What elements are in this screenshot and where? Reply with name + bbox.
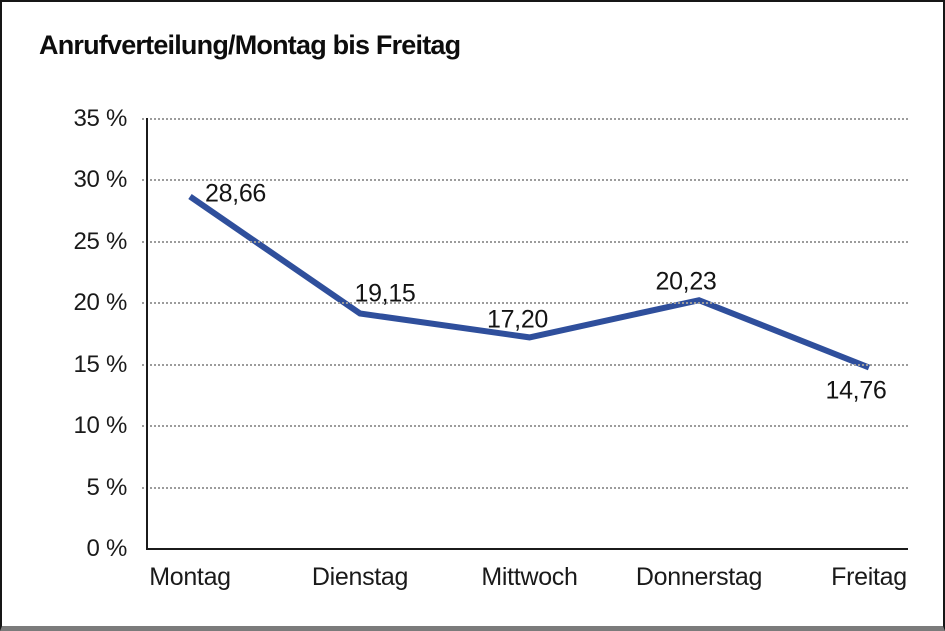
- x-category-label: Donnerstag: [635, 563, 763, 591]
- y-tick-label: 30 %: [73, 166, 127, 193]
- gridline-15pct: [142, 363, 908, 366]
- gridline-5pct: [142, 486, 908, 489]
- y-tick-label: 5 %: [86, 473, 128, 501]
- y-tick-label: 10 %: [73, 412, 127, 439]
- x-category-label: Mittwoch: [481, 563, 578, 591]
- data-point-label: 20,23: [655, 267, 717, 296]
- y-tick-label: 20 %: [73, 289, 127, 316]
- y-tick-label: 25 %: [73, 227, 127, 255]
- chart-title: Anrufverteilung/Montag bis Freitag: [39, 30, 461, 60]
- x-category-label: Montag: [149, 563, 231, 591]
- data-point-label: 17,20: [486, 305, 549, 334]
- x-category-label: Dienstag: [311, 563, 409, 591]
- y-tick-label: 35 %: [73, 104, 127, 132]
- gridline-20pct: [142, 302, 908, 304]
- data-point-label: 14,76: [825, 376, 887, 405]
- gridline-30pct: [142, 179, 908, 181]
- gridline-10pct: [142, 425, 908, 427]
- gridline-25pct: [142, 240, 908, 243]
- y-tick-label: 15 %: [73, 350, 127, 378]
- data-point-label: 19,15: [354, 279, 416, 308]
- series-line: [188, 194, 871, 371]
- x-axis-line: [146, 548, 908, 550]
- data-point-label: 28,66: [204, 179, 267, 208]
- y-tick-label: 0 %: [86, 535, 128, 562]
- x-category-label: Freitag: [831, 563, 907, 591]
- y-axis-line: [146, 117, 148, 550]
- gridline-35pct: [142, 117, 908, 120]
